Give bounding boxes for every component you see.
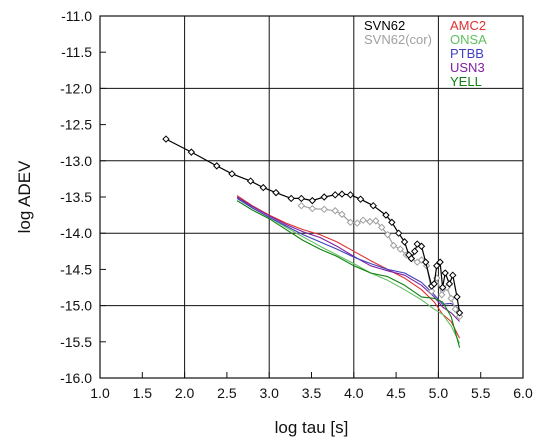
data-point	[396, 245, 405, 253]
data-point	[400, 238, 409, 246]
series-usn3	[236, 196, 460, 322]
x-tick-label: 3.5	[302, 385, 322, 401]
y-tick-label: -16.0	[60, 370, 92, 386]
legend-entry: USN3	[450, 60, 485, 75]
tick-labels: 1.0 1.5 2.0 2.5 3.0 3.5 4.0 4.5 5.0 5.5 6.0 -11.0 -1…	[60, 8, 533, 401]
y-tick-label: -14.5	[60, 261, 92, 277]
data-point	[451, 305, 460, 313]
data-point	[445, 280, 454, 288]
x-tick-label: 3.0	[259, 385, 279, 401]
data-point	[331, 207, 339, 215]
data-point	[259, 183, 267, 192]
y-tick-label: -13.5	[60, 189, 92, 205]
x-tick-label: 5.5	[471, 385, 491, 401]
data-point	[320, 205, 328, 214]
legend-entry: ONSA	[450, 32, 487, 47]
series-line	[236, 196, 461, 344]
data-point	[308, 204, 317, 213]
data-point	[287, 194, 295, 203]
data-point	[369, 201, 377, 210]
y-tick-label: -15.0	[60, 298, 92, 314]
data-point	[411, 247, 419, 256]
x-tick-label: 2.0	[175, 385, 195, 401]
data-point	[422, 258, 430, 266]
data-point	[383, 230, 392, 239]
data-point	[455, 309, 464, 317]
x-tick-label: 2.5	[217, 385, 237, 401]
data-point	[297, 194, 306, 203]
legend-entry: YELL	[450, 74, 482, 89]
series-yell	[236, 200, 461, 348]
x-tick-label: 5.0	[429, 385, 449, 401]
x-tick-label: 4.5	[386, 385, 406, 401]
data-point	[338, 210, 346, 219]
data-point	[331, 191, 339, 199]
data-point	[433, 262, 441, 270]
grid	[100, 16, 523, 378]
data-point	[447, 294, 455, 303]
y-tick-label: -12.5	[60, 117, 92, 133]
data-point	[389, 241, 398, 250]
data-point	[438, 291, 446, 299]
data-point	[162, 135, 170, 143]
data-point	[394, 229, 403, 237]
data-point	[308, 196, 317, 205]
plot-background	[100, 16, 523, 378]
series-onsa	[236, 196, 461, 344]
data-point	[382, 211, 390, 219]
x-tick-label: 1.5	[133, 385, 153, 401]
data-point	[272, 188, 280, 197]
data-point	[187, 148, 196, 156]
data-point	[378, 223, 386, 232]
series-line	[236, 200, 461, 348]
y-tick-label: -12.0	[60, 80, 92, 96]
y-axis-label: log ADEV	[15, 160, 34, 233]
x-tick-label: 1.0	[90, 385, 110, 401]
data-point	[430, 280, 438, 288]
data-point	[366, 217, 374, 226]
y-tick-label: -13.0	[60, 153, 92, 169]
data-point	[407, 254, 416, 263]
data-point	[436, 258, 444, 266]
x-tick-label: 4.0	[344, 385, 364, 401]
y-tick-label: -11.5	[61, 44, 92, 60]
data-point	[320, 193, 328, 201]
series-ptbb	[236, 197, 460, 310]
data-point	[417, 242, 426, 250]
data-point	[453, 293, 461, 301]
data-point	[388, 218, 396, 227]
data-point	[338, 190, 346, 198]
series-line	[236, 196, 460, 322]
series-line	[236, 197, 460, 310]
legend-entry: AMC2	[450, 18, 486, 33]
series-layer	[162, 135, 464, 348]
x-tick-label: 6.0	[513, 385, 533, 401]
data-point	[449, 271, 457, 279]
y-tick-label: -14.0	[60, 225, 92, 241]
y-tick-label: -11.0	[61, 8, 92, 24]
data-point	[346, 218, 355, 227]
data-point	[213, 162, 221, 170]
data-point	[246, 177, 255, 185]
y-tick-label: -15.5	[60, 334, 92, 350]
data-point	[228, 170, 236, 178]
legend-entry: SVN62(cor)	[364, 32, 432, 47]
legend-entry: SVN62	[364, 18, 405, 33]
data-point	[353, 219, 361, 227]
data-point	[346, 191, 355, 199]
data-point	[441, 269, 449, 277]
data-point	[372, 217, 380, 225]
data-point	[359, 216, 367, 224]
series-line	[236, 195, 461, 339]
legend-entry: PTBB	[450, 46, 484, 61]
series-svn62	[162, 135, 464, 317]
data-point	[438, 283, 447, 292]
series-amc2	[236, 195, 461, 339]
data-point	[427, 287, 436, 295]
x-axis-label: log tau [s]	[275, 418, 349, 437]
data-point	[356, 195, 365, 203]
data-point	[297, 201, 306, 210]
